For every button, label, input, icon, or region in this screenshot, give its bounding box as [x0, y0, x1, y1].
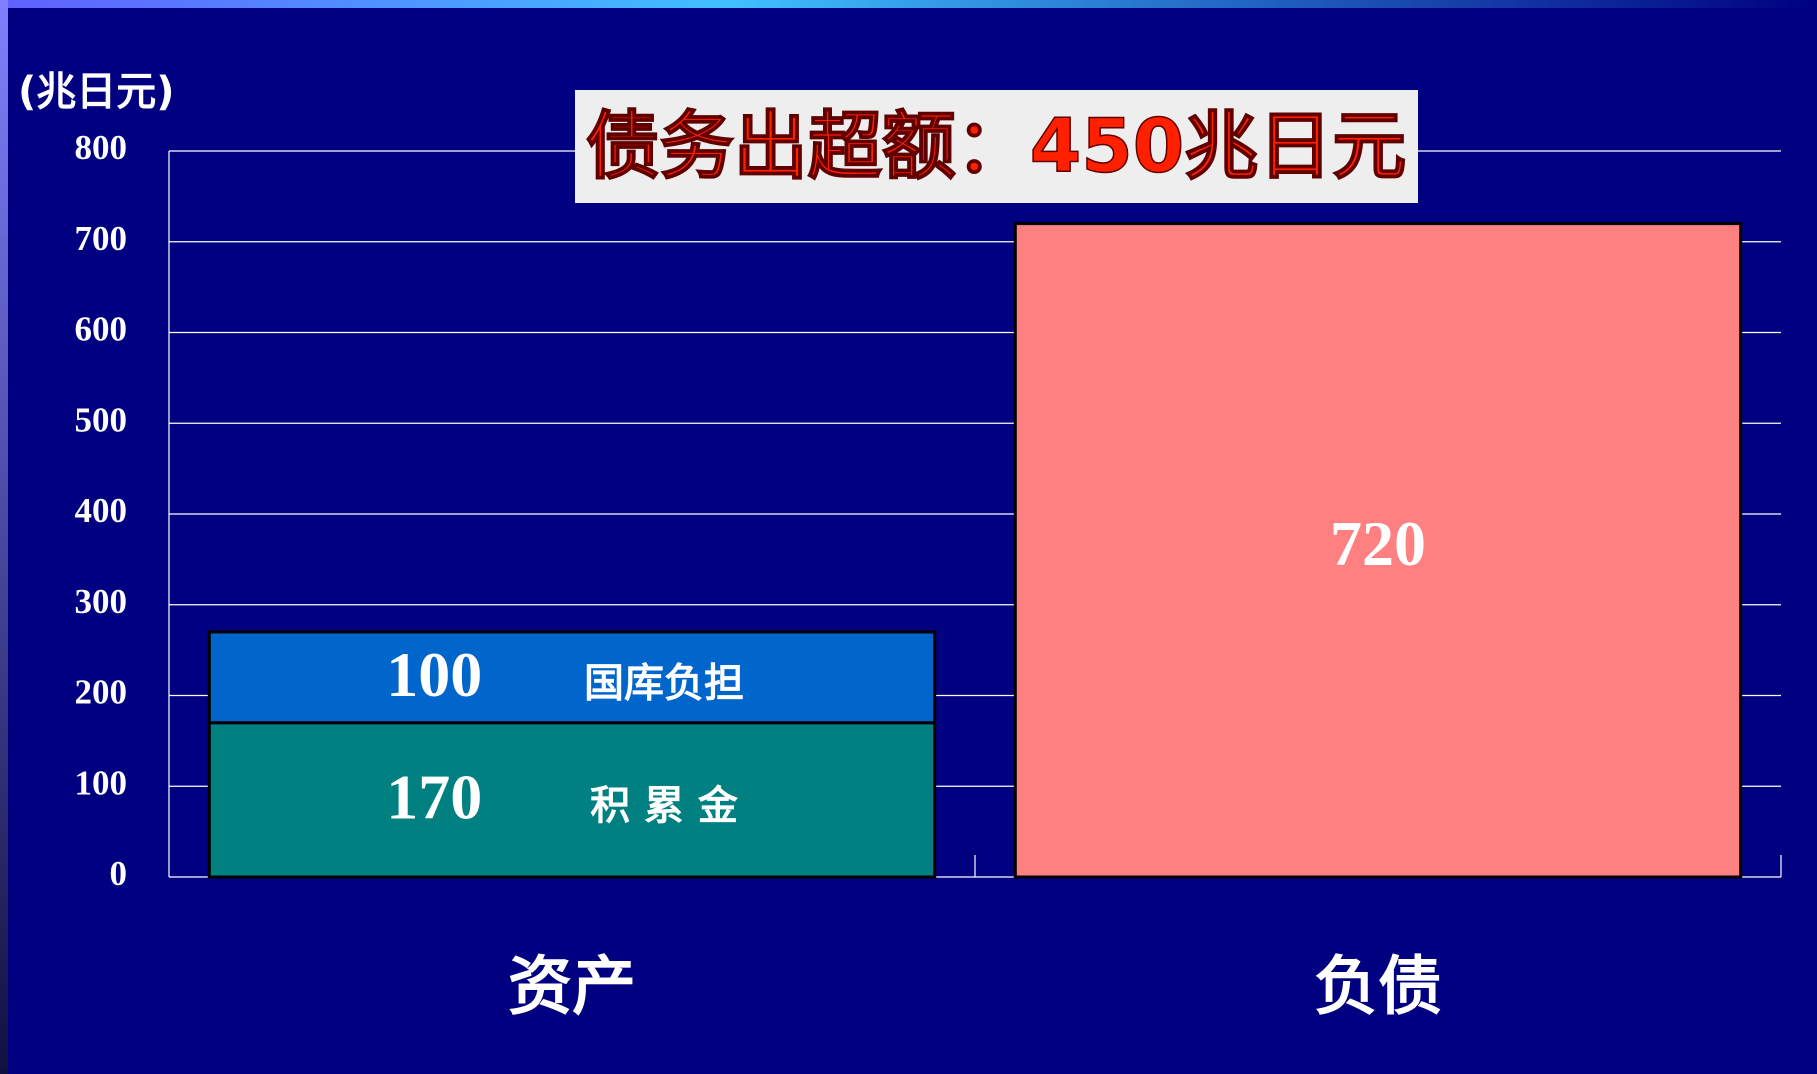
frame-left	[0, 0, 8, 1074]
y-tick-label: 200	[75, 673, 128, 712]
chart-title: 债务出超额：450兆日元	[586, 104, 1406, 190]
x-tick-label: 资产	[508, 951, 636, 1025]
bar-segment	[1013, 222, 1743, 879]
y-tick-label: 500	[75, 400, 128, 439]
value-label: 100	[386, 639, 482, 710]
value-label: 170	[386, 762, 482, 833]
y-tick-label: 700	[75, 219, 128, 258]
y-tick-label: 800	[75, 128, 128, 167]
plot: 0 100 200 300 400 500 600 700 800 170 积 累 金 100 国库负担…	[75, 128, 1782, 1025]
y-tick-label: 400	[75, 491, 128, 530]
series-label: 国库负担	[584, 660, 744, 706]
y-tick-label: 300	[75, 582, 128, 621]
series-label: 积 累 金	[590, 783, 739, 829]
y-tick-label: 100	[75, 763, 128, 802]
bar-segment	[207, 630, 937, 725]
value-label: 720	[1330, 508, 1426, 579]
x-tick-label: 负债	[1314, 951, 1442, 1025]
frame-top	[0, 0, 1817, 8]
title-box	[575, 90, 1418, 203]
bar-segment	[207, 721, 937, 879]
y-tick-label: 0	[110, 854, 128, 893]
y-axis-label: (兆日元)	[18, 69, 175, 115]
y-tick-label: 600	[75, 310, 128, 349]
